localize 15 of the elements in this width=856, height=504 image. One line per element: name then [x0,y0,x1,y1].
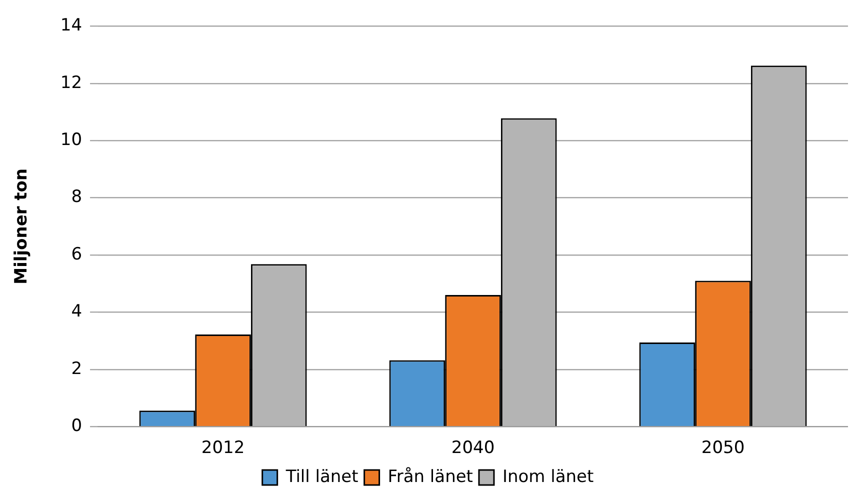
legend-label: Från länet [388,466,474,487]
y-tick-label: 8 [71,187,82,208]
y-tick-label: 10 [60,130,82,150]
x-tick-label: 2050 [701,438,745,458]
y-tick-label: 6 [71,244,82,264]
legend-label: Inom länet [502,466,594,487]
y-tick-label: 14 [60,16,82,36]
y-tick-label: 12 [60,72,82,93]
legend-label: Till länet [284,466,359,487]
y-tick-label: 0 [71,416,82,436]
y-tick-label: 4 [71,302,82,322]
y-tick-label: 2 [71,358,82,379]
x-tick-label: 2040 [451,438,495,458]
x-tick-label: 2012 [201,438,245,458]
y-axis-title: Miljoner ton [12,168,32,284]
